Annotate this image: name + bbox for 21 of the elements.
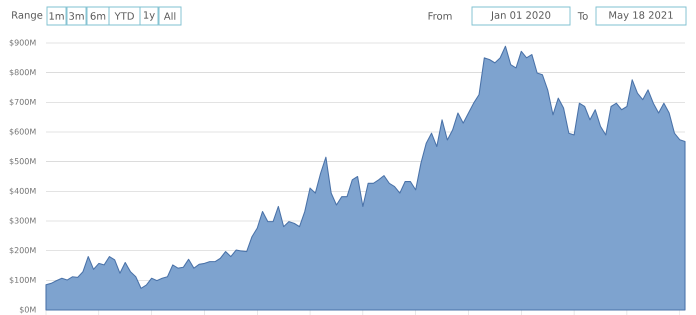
text: Range (12, 11, 42, 21)
text: 1y (144, 11, 155, 21)
y-tick-label: $900M (10, 39, 36, 47)
text: 6m (90, 12, 106, 20)
y-tick-label: $600M (10, 128, 36, 136)
y-tick-label: $700M (10, 98, 36, 106)
text: 1m (50, 12, 64, 20)
text: From (428, 12, 452, 20)
y-tick-label: $400M (10, 188, 36, 195)
text: All (164, 12, 176, 20)
y-tick-label: $800M (10, 69, 36, 76)
text: May 18 2021 (609, 11, 673, 21)
y-tick-label: $100M (10, 276, 36, 284)
text: To (578, 12, 588, 20)
text: 3m (69, 12, 84, 20)
y-tick-label: $200M (10, 247, 36, 254)
text: YTD (114, 12, 134, 20)
y-tick-label: $300M (10, 217, 36, 225)
y-tick-label: $500M (10, 158, 36, 166)
text: Jan 01 2020 (490, 11, 550, 21)
y-tick-label: $0M (20, 306, 36, 314)
